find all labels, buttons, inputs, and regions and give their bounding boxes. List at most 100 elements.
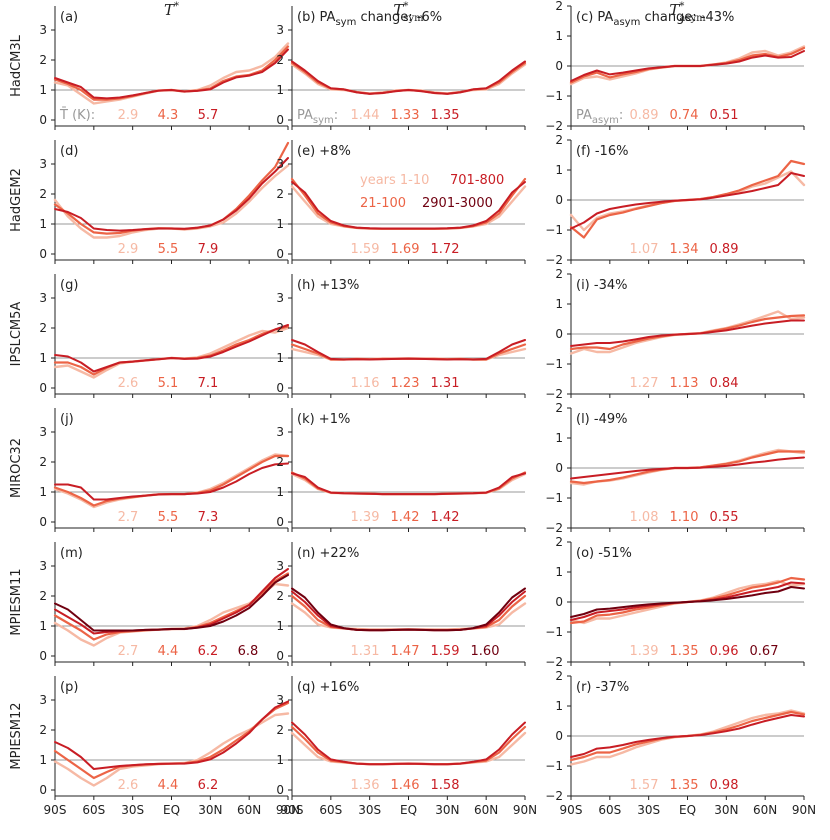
- y-tick-label: 1: [276, 217, 284, 231]
- value-label-y701_800: 0.89: [710, 242, 739, 257]
- model-name-MPIESM12: MPIESM12: [9, 702, 24, 769]
- x-tick-label: 30S: [358, 803, 381, 817]
- y-tick-label: 3: [276, 291, 284, 305]
- series-line-y701_800: [54, 568, 289, 635]
- panel-label: (r) -37%: [576, 680, 629, 695]
- value-label-y701_800: 0.96: [710, 644, 739, 659]
- y-tick-label: 0: [39, 247, 47, 261]
- value-label-y1_10: 1.39: [351, 510, 380, 525]
- column-title-t: T*: [164, 1, 179, 19]
- value-label-y21_100: 0.74: [670, 108, 699, 123]
- series-line-y21_100: [569, 576, 806, 625]
- series-line-y701_800: [291, 721, 526, 766]
- series-line-y701_800: [291, 181, 526, 230]
- value-label-y1_10: 2.6: [118, 778, 139, 793]
- series-line-y701_800: [54, 157, 289, 232]
- y-tick-label: 1: [555, 699, 563, 713]
- panel-HadCM3L-asym: −2 −1 0 1 2 (c) PAasym change: -43% 0.89 0.74 0.…: [545, 0, 806, 133]
- x-tick-label: 60N: [474, 803, 498, 817]
- value-label-y701_800: 1.42: [431, 510, 460, 525]
- value-label-y2901_3000: 0.67: [750, 644, 779, 659]
- y-tick-label: 1: [39, 485, 47, 499]
- y-tick-label: 3: [39, 693, 47, 707]
- y-tick-label: 2: [39, 187, 47, 201]
- y-tick-label: 3: [39, 559, 47, 573]
- panel-label: (j): [60, 412, 74, 427]
- value-label-y701_800: 1.35: [431, 108, 460, 123]
- y-tick-label: 2: [555, 669, 563, 683]
- value-label-y1_10: 1.39: [630, 644, 659, 659]
- panel-HadGEM2-t: 0 1 2 3 (d) 2.9 5.5 7.9: [39, 140, 290, 264]
- value-label-y701_800: 0.84: [710, 376, 739, 391]
- panel-label: (g): [60, 278, 78, 293]
- y-tick-label: 2: [276, 723, 284, 737]
- y-tick-label: 0: [555, 193, 563, 207]
- y-tick-label: −1: [545, 89, 563, 103]
- y-tick-label: 1: [39, 83, 47, 97]
- model-name-HadCM3L: HadCM3L: [9, 34, 24, 97]
- y-tick-label: 1: [555, 29, 563, 43]
- y-tick-label: 3: [276, 693, 284, 707]
- value-label-y1_10: 2.7: [118, 510, 139, 525]
- series-line-y701_800: [291, 472, 526, 496]
- tbar-label: T̄ (K):: [59, 108, 95, 123]
- x-tick-label: 90S: [44, 803, 67, 817]
- x-tick-label: 30S: [637, 803, 660, 817]
- value-label-y1_10: 1.57: [630, 778, 659, 793]
- panel-HadGEM2-sym: 0 1 2 3 (e) +8% 1.59 1.69 1.72: [276, 140, 527, 264]
- y-tick-label: 1: [39, 619, 47, 633]
- series-line-y2901_3000: [54, 574, 289, 632]
- panel-IPSLCM5A-asym: −2 −1 0 1 2 (i) -34% 1.27 1.13 0.84: [545, 267, 806, 401]
- y-tick-label: 1: [276, 351, 284, 365]
- value-label-y701_800: 7.3: [198, 510, 219, 525]
- y-tick-label: 2: [39, 589, 47, 603]
- value-label-y21_100: 5.1: [158, 376, 179, 391]
- x-tick-label: 60S: [319, 803, 342, 817]
- pa-asym-label: PAasym:: [576, 108, 623, 126]
- y-tick-label: 0: [39, 515, 47, 529]
- panel-HadCM3L-t: 0 1 2 3 (a) 2.9 4.3 5.7 T̄ (K):: [39, 6, 290, 130]
- y-tick-label: 1: [276, 753, 284, 767]
- y-tick-label: 3: [276, 23, 284, 37]
- y-tick-label: 3: [276, 559, 284, 573]
- column-title-sym: T* sym: [393, 1, 424, 24]
- y-tick-label: −1: [545, 625, 563, 639]
- value-label-y701_800: 0.98: [710, 778, 739, 793]
- x-tick-label: 30S: [121, 803, 144, 817]
- series-line-y701_800: [570, 319, 805, 347]
- y-tick-label: 3: [39, 157, 47, 171]
- value-label-y21_100: 1.13: [670, 376, 699, 391]
- x-tick-label: 90S: [560, 803, 583, 817]
- y-tick-label: −2: [545, 521, 563, 535]
- series-line-y701_800: [54, 462, 289, 501]
- value-label-y21_100: 1.23: [391, 376, 420, 391]
- y-tick-label: 0: [276, 649, 284, 663]
- value-label-y2901_3000: 1.60: [471, 644, 500, 659]
- panel-label: (k) +1%: [297, 412, 350, 427]
- y-tick-label: 3: [39, 23, 47, 37]
- value-label-y701_800: 1.72: [431, 242, 460, 257]
- y-tick-label: 0: [276, 783, 284, 797]
- x-tick-label: 60N: [753, 803, 777, 817]
- x-tick-label: EQ: [163, 803, 180, 817]
- y-tick-label: −1: [545, 357, 563, 371]
- value-label-y21_100: 1.33: [391, 108, 420, 123]
- series-line-y1_10: [569, 709, 806, 766]
- value-label-y701_800: 1.58: [431, 778, 460, 793]
- series-line-y21_100: [53, 141, 290, 235]
- y-tick-label: 2: [276, 455, 284, 469]
- panel-label: (o) -51%: [576, 546, 632, 561]
- x-tick-label: 60S: [82, 803, 105, 817]
- value-label-y21_100: 4.4: [158, 778, 179, 793]
- model-name-IPSLCM5A: IPSLCM5A: [9, 302, 24, 367]
- panel-label: (h) +13%: [297, 278, 359, 293]
- legend-y701_800: 701-800: [450, 173, 504, 188]
- y-tick-label: 0: [276, 113, 284, 127]
- x-tick-label: EQ: [400, 803, 417, 817]
- panel-MPIESM12-t: 0 1 2 3 90S 60S 30S EQ 30N 60N 90N (p) 2.6 4.4 6.2: [39, 676, 300, 817]
- y-tick-label: 0: [555, 327, 563, 341]
- value-label-y21_100: 4.4: [158, 644, 179, 659]
- panel-label: (i) -34%: [576, 278, 627, 293]
- value-label-y1_10: 1.07: [630, 242, 659, 257]
